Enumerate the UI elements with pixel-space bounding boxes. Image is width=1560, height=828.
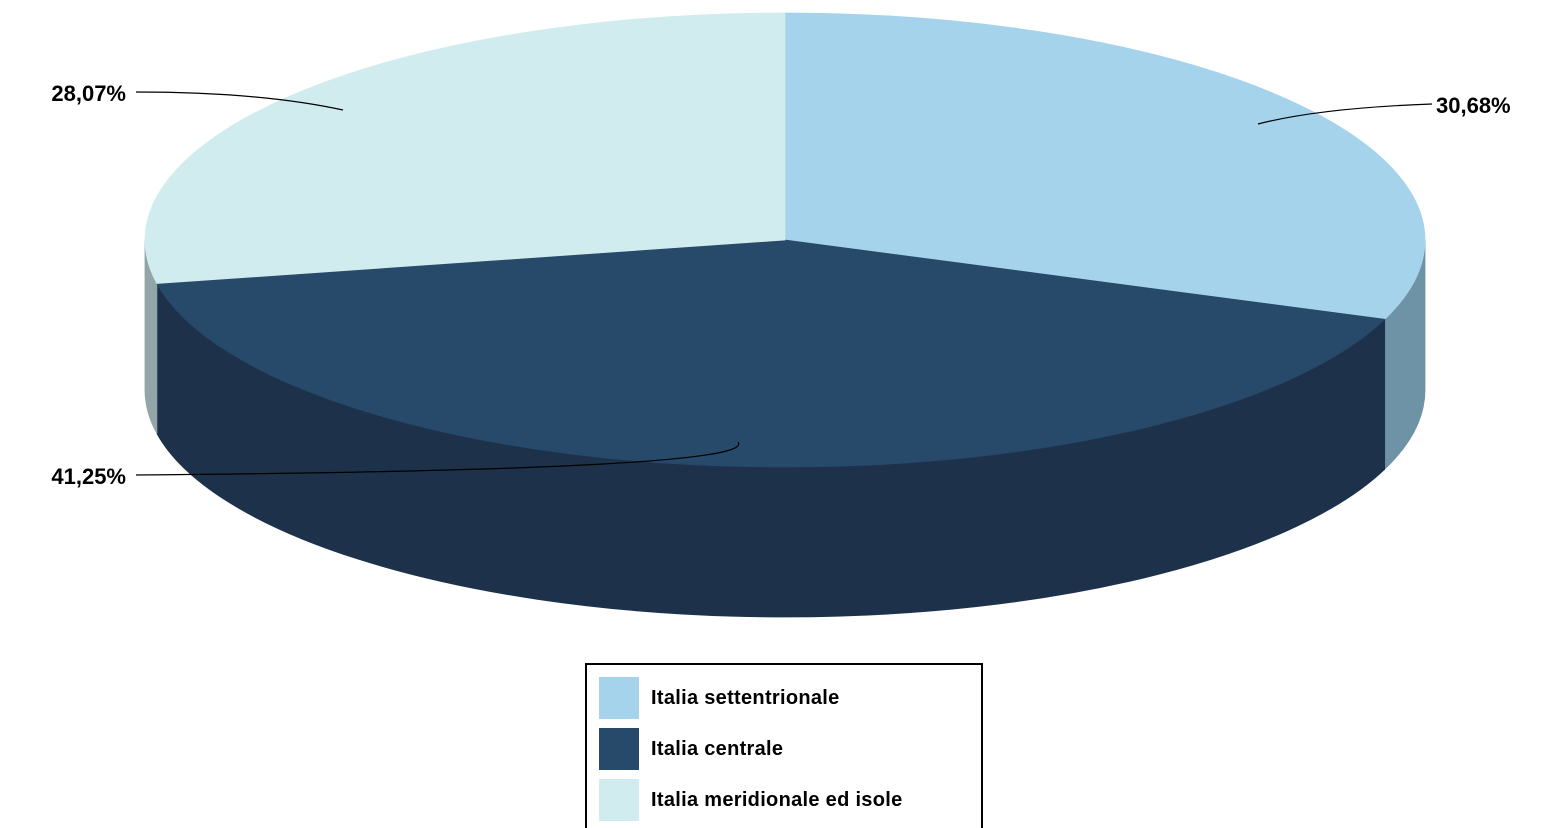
data-labels: 30,68% 41,25% 28,07% (51, 81, 1510, 489)
leader-line (135, 441, 740, 476)
legend-item-italia-meridionale-ed-isole: Italia meridionale ed isole (599, 779, 903, 821)
slice-value-label: 30,68% (1436, 93, 1511, 118)
legend-item-italia-centrale: Italia centrale (599, 728, 783, 770)
pie-slice (144, 12, 786, 284)
legend-label: Italia settentrionale (651, 686, 840, 709)
legend-swatch (599, 779, 639, 821)
slice-value-label: 28,07% (51, 81, 126, 106)
legend-swatch (599, 728, 639, 770)
leader-lines (135, 91, 1433, 476)
pie-slice (784, 12, 1426, 320)
pie-tops (144, 12, 1426, 468)
leader-line (135, 91, 344, 111)
leader-line (1257, 103, 1433, 125)
legend: Italia settentrionale Italia centrale It… (585, 663, 983, 828)
pie-sides (144, 239, 1426, 618)
legend-swatch (599, 677, 639, 719)
legend-item-italia-settentrionale: Italia settentrionale (599, 677, 840, 719)
legend-label: Italia centrale (651, 737, 784, 760)
pie-slice (156, 239, 1386, 468)
legend-label: Italia meridionale ed isole (651, 788, 903, 811)
slice-value-label: 41,25% (51, 464, 126, 489)
